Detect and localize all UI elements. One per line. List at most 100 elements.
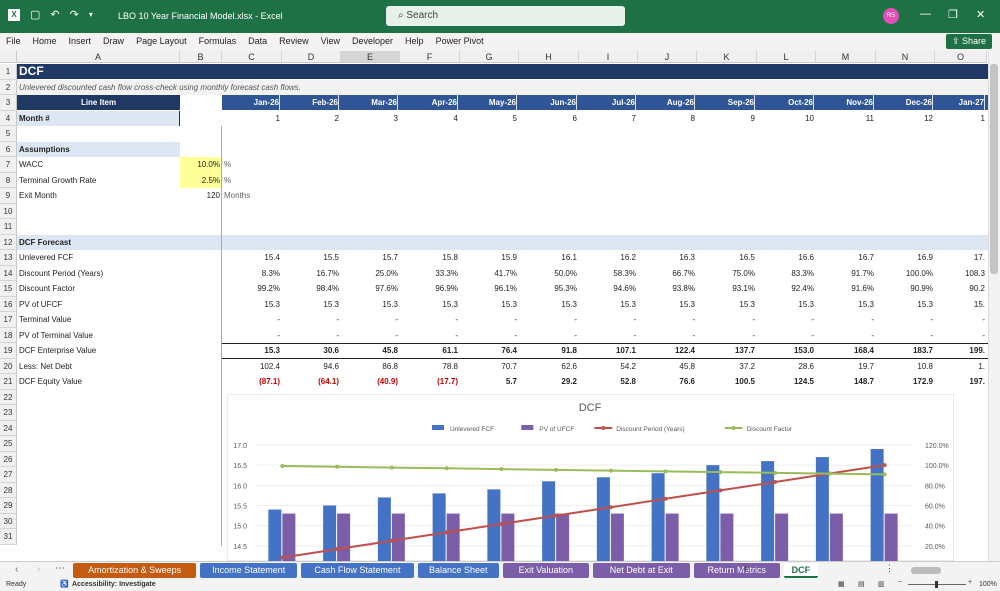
column-header-l[interactable]: L bbox=[757, 51, 816, 63]
page-layout-view-icon[interactable]: ▤ bbox=[858, 581, 865, 588]
terminal-growth-input[interactable]: 2.5% bbox=[201, 175, 220, 185]
row-header-8[interactable]: 8 bbox=[0, 172, 17, 188]
sheet-tab-balance-sheet[interactable]: Balance Sheet bbox=[417, 563, 499, 578]
more-tabs-icon[interactable]: ⋯ bbox=[55, 563, 65, 574]
row-header-2[interactable]: 2 bbox=[0, 79, 17, 95]
row-header-9[interactable]: 9 bbox=[0, 188, 17, 204]
column-header-m[interactable]: M bbox=[816, 51, 876, 63]
row-label-discount-period-years: Discount Period (Years) bbox=[19, 268, 104, 278]
search-box[interactable]: ⌕ Search bbox=[386, 6, 625, 26]
minimize-button[interactable]: — bbox=[920, 8, 931, 20]
menu-home[interactable]: Home bbox=[32, 36, 57, 46]
column-header-a[interactable]: A bbox=[17, 51, 180, 63]
sheet-tab-exit-valuation[interactable]: Exit Valuation bbox=[502, 563, 589, 578]
customize-qat-icon[interactable]: ▾ bbox=[88, 10, 93, 19]
hscroll-options-icon[interactable]: ⋮ bbox=[885, 563, 894, 573]
select-all-corner[interactable] bbox=[0, 51, 17, 63]
redo-icon[interactable]: ↷ bbox=[69, 9, 79, 21]
share-button[interactable]: ⇪ Share bbox=[946, 34, 992, 49]
tab-scroll-left-icon[interactable]: ‹ bbox=[15, 564, 19, 575]
menu-page-layout[interactable]: Page Layout bbox=[136, 36, 187, 46]
row-header-10[interactable]: 10 bbox=[0, 203, 17, 219]
row-header-27[interactable]: 27 bbox=[0, 467, 17, 483]
bar-unlevered-fcf-8 bbox=[651, 473, 665, 561]
zoom-slider-thumb[interactable] bbox=[935, 581, 938, 588]
row-header-29[interactable]: 29 bbox=[0, 498, 17, 514]
row-header-12[interactable]: 12 bbox=[0, 234, 17, 250]
restore-button[interactable]: ❐ bbox=[948, 9, 958, 21]
horizontal-scrollbar[interactable] bbox=[903, 567, 988, 574]
column-header-f[interactable]: F bbox=[400, 51, 460, 63]
column-header-h[interactable]: H bbox=[519, 51, 579, 63]
menu-review[interactable]: Review bbox=[279, 36, 309, 46]
sheet-tab-cash-flow-statement[interactable]: Cash Flow Statement bbox=[301, 563, 414, 578]
add-sheet-icon[interactable]: + bbox=[742, 562, 750, 576]
row-header-14[interactable]: 14 bbox=[0, 265, 17, 281]
row-header-13[interactable]: 13 bbox=[0, 250, 17, 266]
sheet-tab-income-statement[interactable]: Income Statement bbox=[200, 563, 298, 578]
zoom-in-icon[interactable]: + bbox=[968, 579, 973, 586]
zoom-slider[interactable] bbox=[908, 581, 966, 588]
column-header-e[interactable]: E bbox=[341, 51, 400, 63]
row-header-15[interactable]: 15 bbox=[0, 281, 17, 297]
column-header-j[interactable]: J bbox=[638, 51, 697, 63]
dcf-chart[interactable]: DCF Unlevered FCF PV of UFCF Discount Perio… bbox=[227, 394, 954, 561]
zoom-out-icon[interactable]: − bbox=[898, 579, 903, 586]
column-header-k[interactable]: K bbox=[697, 51, 757, 63]
menu-insert[interactable]: Insert bbox=[68, 36, 92, 46]
undo-icon[interactable]: ↶ bbox=[50, 9, 60, 21]
row-header-28[interactable]: 28 bbox=[0, 482, 17, 498]
page-break-view-icon[interactable]: ▥ bbox=[878, 581, 885, 588]
value-dcf-equity-value-3: (40.9) bbox=[377, 377, 398, 386]
row-header-26[interactable]: 26 bbox=[0, 451, 17, 467]
menu-power-pivot[interactable]: Power Pivot bbox=[435, 36, 484, 46]
column-header-c[interactable]: C bbox=[222, 51, 282, 63]
wacc-input[interactable]: 10.0% bbox=[197, 160, 220, 169]
column-header-d[interactable]: D bbox=[282, 51, 341, 63]
menu-formulas[interactable]: Formulas bbox=[198, 36, 237, 46]
sheet-tab-amortization-sweeps[interactable]: Amortization & Sweeps bbox=[73, 563, 197, 578]
tab-scroll-right-icon[interactable]: › bbox=[37, 564, 41, 575]
row-header-22[interactable]: 22 bbox=[0, 389, 17, 405]
sheet-tab-dcf[interactable]: DCF bbox=[783, 563, 818, 578]
row-header-4[interactable]: 4 bbox=[0, 110, 17, 126]
row-header-21[interactable]: 21 bbox=[0, 374, 17, 390]
close-button[interactable]: ✕ bbox=[976, 9, 986, 21]
row-header-23[interactable]: 23 bbox=[0, 405, 17, 421]
row-header-24[interactable]: 24 bbox=[0, 420, 17, 436]
row-header-17[interactable]: 17 bbox=[0, 312, 17, 328]
row-header-18[interactable]: 18 bbox=[0, 327, 17, 343]
column-header-g[interactable]: G bbox=[460, 51, 519, 63]
row-header-30[interactable]: 30 bbox=[0, 513, 17, 529]
menu-developer[interactable]: Developer bbox=[352, 36, 394, 46]
row-header-20[interactable]: 20 bbox=[0, 358, 17, 374]
row-header-6[interactable]: 6 bbox=[0, 141, 17, 157]
row-header-25[interactable]: 25 bbox=[0, 436, 17, 452]
row-header-1[interactable]: 1 bbox=[0, 64, 17, 80]
row-header-5[interactable]: 5 bbox=[0, 126, 17, 142]
horizontal-scrollbar-thumb[interactable] bbox=[911, 567, 941, 574]
menu-help[interactable]: Help bbox=[405, 36, 424, 46]
sheet-tab-return-metrics[interactable]: Return Metrics bbox=[693, 563, 780, 578]
avatar[interactable]: RS bbox=[883, 8, 899, 24]
menu-file[interactable]: File bbox=[6, 36, 21, 46]
autosave-icon[interactable]: ▢ bbox=[30, 9, 41, 21]
accessibility-status[interactable]: Accessibility: Investigate bbox=[72, 581, 156, 588]
column-header-i[interactable]: I bbox=[579, 51, 638, 63]
sheet-tab-net-debt-at-exit[interactable]: Net Debt at Exit bbox=[592, 563, 690, 578]
row-header-11[interactable]: 11 bbox=[0, 219, 17, 235]
row-header-7[interactable]: 7 bbox=[0, 157, 17, 173]
column-header-o[interactable]: O bbox=[935, 51, 987, 63]
column-header-b[interactable]: B bbox=[180, 51, 222, 63]
row-header-3[interactable]: 3 bbox=[0, 95, 17, 111]
menu-draw[interactable]: Draw bbox=[103, 36, 125, 46]
normal-view-icon[interactable]: ▦ bbox=[838, 581, 845, 588]
row-header-31[interactable]: 31 bbox=[0, 529, 17, 545]
vertical-scrollbar-thumb[interactable] bbox=[990, 64, 998, 274]
row-header-19[interactable]: 19 bbox=[0, 343, 17, 359]
row-header-16[interactable]: 16 bbox=[0, 296, 17, 312]
zoom-level[interactable]: 100% bbox=[979, 581, 997, 588]
menu-view[interactable]: View bbox=[320, 36, 341, 46]
menu-data[interactable]: Data bbox=[248, 36, 268, 46]
column-header-n[interactable]: N bbox=[876, 51, 935, 63]
